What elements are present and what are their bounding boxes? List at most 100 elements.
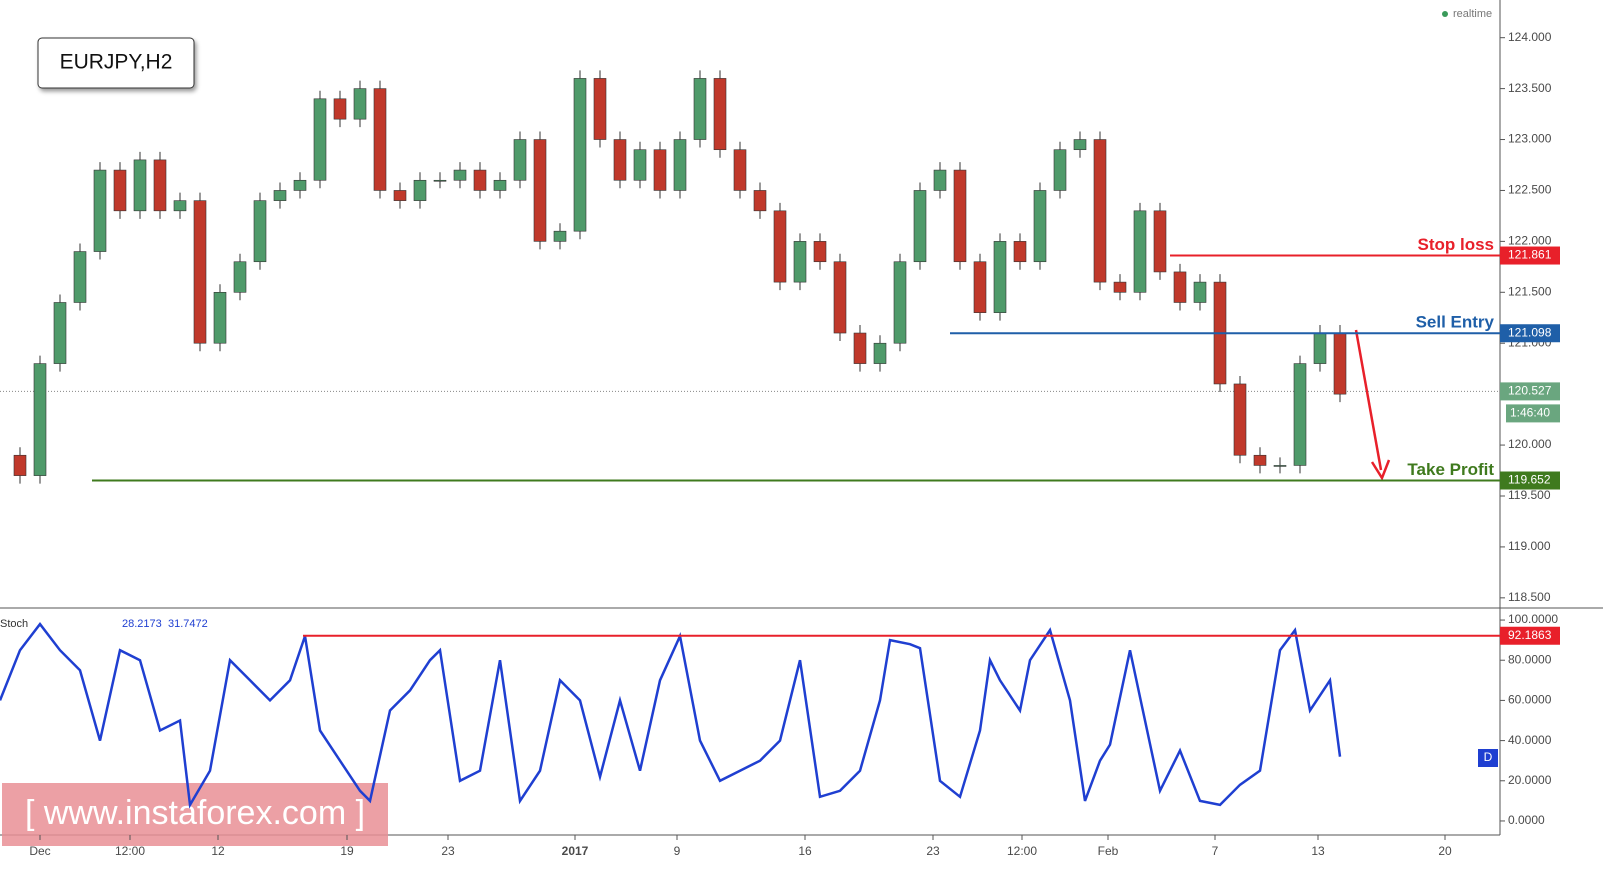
candle-body [773,210,787,283]
candle-body [1273,465,1287,467]
candle-body [813,241,827,263]
x-tick-label: 19 [340,844,354,858]
candle-body [153,159,167,212]
x-tick-label: 2017 [562,844,589,858]
level-value: 121.098 [1508,325,1552,339]
y-tick-label: 123.000 [1508,132,1552,146]
candle-body [1293,363,1307,466]
y-tick-label: 120.000 [1508,437,1552,451]
arrow-head [1370,459,1391,481]
candle-body [413,179,427,201]
realtime-dot [1442,11,1448,17]
candle-body [233,261,247,293]
candle-body [133,159,147,212]
symbol: EURJPY,H2 [60,51,173,74]
level-value: 121.861 [1508,248,1552,262]
x-tick-label: 7 [1212,844,1219,858]
candle-body [373,88,387,191]
candle-body [833,261,847,334]
candle-body [453,169,467,181]
stoch-line [0,622,1342,809]
candle-body [653,149,667,191]
candle-body [553,230,567,242]
candle-body [613,139,627,181]
candle-body [1053,149,1067,191]
candle-body [253,200,267,263]
candle-body [733,149,747,191]
candle-body [753,190,767,212]
y-tick-label: 40.0000 [1508,733,1552,747]
countdown: 1:46:40 [1510,406,1550,420]
y-tick-label: 119.000 [1508,539,1551,553]
candle-body [213,291,227,344]
candle-body [333,98,347,120]
y-tick-label: 121.500 [1508,284,1552,298]
watermark: [ www.instaforex.com ] [25,794,365,832]
candle-body [693,78,707,140]
stoch-readout: 28.2173 [122,618,162,630]
candle-body [53,302,67,364]
candle-body [513,139,527,181]
candle-body [1133,210,1147,293]
candle-body [1333,332,1347,395]
candle-body [33,363,47,476]
arrow [1354,329,1383,471]
candle-body [893,261,907,344]
candle-body [1193,281,1207,303]
candle-body [533,139,547,242]
y-tick-label: 123.500 [1508,81,1552,95]
level-box [1500,471,1560,490]
y-tick-label: 60.0000 [1508,693,1552,707]
candle-body [1253,454,1267,466]
level-label: Sell Entry [1416,313,1495,332]
candle-body [573,78,587,232]
level-value: 119.652 [1508,473,1551,487]
y-tick-label: 118.500 [1508,590,1551,604]
candle-body [1073,139,1087,151]
x-tick-label: 20 [1438,844,1452,858]
candle-body [853,332,867,364]
candle-body [493,179,507,191]
candle-body [593,78,607,140]
candle-body [933,169,947,191]
x-tick-label: Feb [1098,844,1119,858]
badge-bg [1478,749,1498,767]
badge: D [1484,750,1493,764]
y-tick-label: 122.000 [1508,234,1552,248]
x-tick-label: 12:00 [1007,844,1037,858]
y-tick-label: 122.500 [1508,183,1552,197]
candle-body [973,261,987,313]
y-tick-label: 124.000 [1508,30,1552,44]
candle-body [1233,383,1247,456]
candle-body [633,149,647,181]
candle-body [1173,271,1187,303]
watermark-bg [2,783,388,846]
candle-body [953,169,967,263]
x-tick-label: 23 [441,844,455,858]
y-tick-label: 20.0000 [1508,773,1552,787]
candle-body [393,190,407,201]
candle-body [793,241,807,283]
stoch-title: Stoch [0,618,28,630]
candle-body [713,78,727,151]
candle-body [1113,281,1127,293]
candle-body [1153,210,1167,273]
level-value: 92.1863 [1508,628,1552,642]
symbol-box [37,37,195,89]
x-tick-label: 13 [1311,844,1325,858]
candle-body [173,200,187,212]
current-value: 120.527 [1508,384,1552,398]
x-tick-label: 12:00 [115,844,145,858]
candle-body [433,179,447,182]
candle-body [993,241,1007,313]
candle-body [913,190,927,263]
candle-body [473,169,487,191]
y-tick-label: 80.0000 [1508,652,1552,666]
realtime: realtime [1453,8,1492,20]
x-tick-label: Dec [29,844,50,858]
candle-body [193,200,207,344]
candle-body [313,98,327,181]
